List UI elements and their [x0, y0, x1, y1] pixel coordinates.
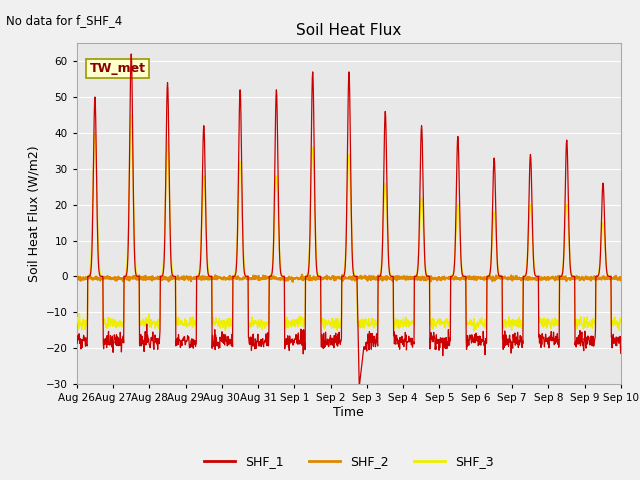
X-axis label: Time: Time	[333, 406, 364, 419]
Legend: SHF_1, SHF_2, SHF_3: SHF_1, SHF_2, SHF_3	[199, 450, 499, 473]
Y-axis label: Soil Heat Flux (W/m2): Soil Heat Flux (W/m2)	[28, 145, 40, 282]
Text: No data for f_SHF_4: No data for f_SHF_4	[6, 14, 123, 27]
Title: Soil Heat Flux: Soil Heat Flux	[296, 23, 401, 38]
Text: TW_met: TW_met	[90, 62, 146, 75]
